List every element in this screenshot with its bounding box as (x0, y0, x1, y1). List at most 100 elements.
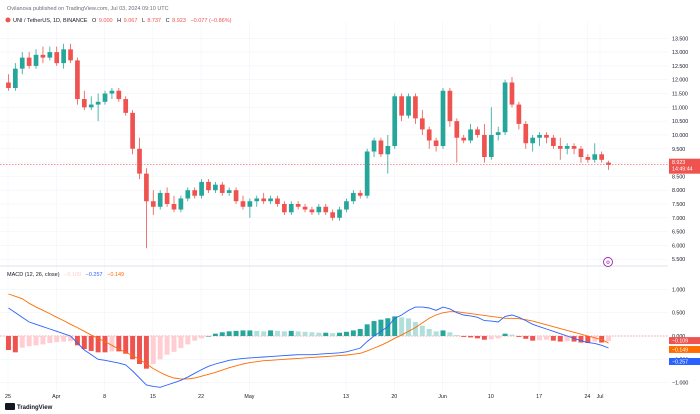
macd-histogram (5, 316, 612, 369)
macd-value-tags: −0.109 −0.149 −0.257 (669, 337, 700, 365)
macd-histogram-bar (399, 317, 405, 336)
macd-histogram-bar (281, 331, 287, 336)
candle-body (6, 82, 11, 88)
tradingview-logo: TradingView (5, 403, 53, 411)
price-tick-label: 7.000 (672, 216, 685, 222)
macd-histogram-bar (530, 336, 536, 341)
candle-body (288, 204, 294, 213)
candle-body (454, 121, 460, 138)
candle-body (206, 181, 211, 191)
candle-body (81, 99, 87, 108)
macd-histogram-bar (233, 330, 239, 336)
ohlc-o-value: 9.000 (99, 18, 113, 24)
candle-body (137, 148, 142, 174)
macd-histogram-bar (412, 322, 418, 336)
macd-histogram-bar (330, 333, 336, 336)
macd-histogram-bar (171, 336, 177, 352)
time-tick-label: 24 (584, 394, 590, 400)
macd-histogram-bar (192, 336, 198, 341)
candle-body (123, 99, 129, 113)
candle-body (54, 52, 60, 64)
candle-body (157, 192, 163, 207)
macd-histogram-bar (74, 336, 80, 346)
candle-body (61, 49, 66, 64)
candle-body (282, 204, 287, 213)
candle-body (468, 129, 473, 141)
macd-histogram-bar (316, 332, 322, 336)
price-tag: 8.923 14:49:44 (669, 158, 700, 174)
macd-histogram-bar (309, 332, 315, 336)
macd-value-tag-label: −0.257 (672, 359, 688, 365)
candle-body (302, 206, 308, 210)
time-tick-label: Apr (52, 394, 60, 400)
macd-histogram-bar (550, 336, 556, 341)
macd-value-tag (669, 357, 700, 365)
candle-body (364, 151, 370, 196)
macd-histogram-bar (523, 336, 529, 339)
candle-body (578, 148, 584, 158)
candle-body (523, 123, 529, 144)
macd-histogram-bar (5, 336, 11, 350)
candle-body (592, 154, 598, 160)
candle-body (392, 96, 398, 146)
candle-body (544, 134, 549, 138)
ohlc-l-value: 8.737 (147, 18, 161, 24)
candle-body (109, 90, 115, 94)
macd-histogram-bar (578, 336, 584, 343)
macd-histogram-bar (40, 336, 46, 345)
macd-histogram-bar (109, 336, 115, 352)
candle-body (447, 90, 453, 122)
macd-histogram-bar (61, 336, 67, 342)
price-tick-label: 6.500 (672, 230, 685, 236)
price-tick-label: 13.500 (672, 36, 688, 42)
macd-histogram-bar (130, 336, 136, 360)
candle-body (130, 112, 135, 149)
macd-histogram-bar (537, 336, 543, 341)
macd-histogram-bar (150, 336, 156, 364)
symbol-label: UNI / TetherUS, 1D, BINANCE (13, 18, 88, 24)
time-axis: 25 Apr 8 15 22 May 13 20 Jun 10 17 24 Jul (5, 394, 603, 400)
time-tick-label: May (244, 394, 254, 400)
ohlc-o-label: O (92, 18, 97, 24)
symbol-dot-icon (5, 17, 11, 23)
macd-pane (0, 293, 668, 388)
candle-body (557, 146, 563, 149)
macd-value-tag (669, 337, 700, 345)
candle-body (488, 134, 494, 158)
candle-body (178, 198, 184, 210)
candle-body (150, 201, 156, 207)
candle-body (116, 90, 122, 100)
price-tick-label: 11.000 (672, 105, 688, 111)
macd-tick-label: 0.500 (672, 311, 685, 317)
macd-histogram-bar (371, 321, 377, 336)
candle-body (350, 192, 356, 202)
macd-histogram-bar (495, 336, 501, 339)
candle-body (551, 137, 556, 146)
macd-tick-label: −1.000 (672, 381, 688, 387)
candlestick-series (6, 43, 611, 249)
macd-histogram-bar (12, 336, 18, 353)
svg-text:⚙: ⚙ (606, 260, 611, 266)
time-tick-label: 20 (391, 394, 397, 400)
macd-histogram-bar (585, 336, 591, 343)
candle-body (330, 212, 335, 218)
ohlc-h-label: H (117, 18, 121, 24)
macd-histogram-bar (247, 330, 253, 336)
signal-line (8, 293, 609, 380)
publisher-text: Ovilanova published on TradingView.com, … (7, 6, 169, 12)
macd-histogram-bar (447, 332, 453, 336)
macd-histogram-bar (481, 336, 487, 340)
settings-icon[interactable]: ⚙ (603, 257, 613, 267)
candle-body (502, 82, 508, 133)
price-tick-label: 8.000 (672, 188, 685, 194)
macd-histogram-bar (433, 331, 439, 336)
macd-histogram-bar (274, 330, 280, 336)
macd-histogram-bar (392, 316, 398, 336)
macd-histogram-bar (185, 336, 191, 345)
candle-body (316, 206, 322, 213)
macd-histogram-bar (19, 336, 25, 348)
time-tick-label: 22 (198, 394, 204, 400)
candle-body (530, 137, 536, 144)
macd-value-tag (669, 345, 700, 353)
